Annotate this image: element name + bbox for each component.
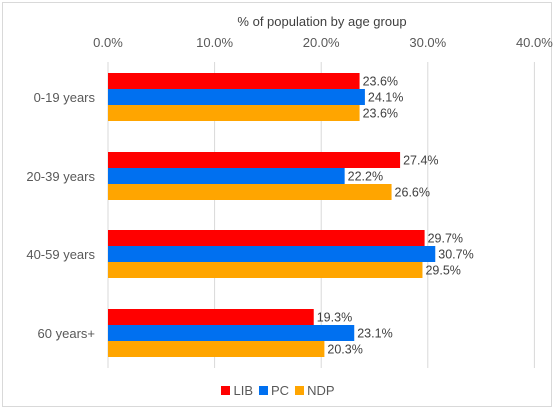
x-tick-label: 30.0% [409,35,446,50]
legend-item-lib: LIB [221,383,253,398]
data-label: 20.3% [327,343,362,357]
data-label: 30.7% [438,248,473,262]
legend-swatch [295,386,305,395]
bar-ndp [108,341,325,357]
bar-ndp [108,105,360,121]
legend-item-ndp: NDP [295,383,335,398]
data-label: 24.1% [368,91,403,105]
axis-title: % of population by age group [237,14,406,29]
legend-label: LIB [233,383,253,398]
category-label: 40-59 years [26,247,95,262]
data-label: 23.6% [363,75,398,89]
bars [108,73,436,357]
data-label: 23.6% [363,107,398,121]
bar-pc [108,168,345,184]
bar-ndp [108,184,392,200]
bar-pc [108,246,436,262]
legend: LIB PC NDP [0,383,556,398]
data-label: 27.4% [403,154,438,168]
x-tick-label: 40.0% [516,35,553,50]
data-label: 19.3% [317,311,352,325]
bar-lib [108,73,360,89]
bar-lib [108,230,425,246]
data-label: 29.5% [425,264,460,278]
legend-label: PC [271,383,290,398]
data-labels: 23.6% 24.1% 23.6% 27.4% 22.2% 26.6% 29.7% 30.7%… [317,75,474,357]
category-label: 20-39 years [26,169,95,184]
legend-label: NDP [307,383,335,398]
bar-ndp [108,262,423,278]
category-label: 0-19 years [34,90,96,105]
legend-swatch [259,386,268,395]
x-axis-ticks: 0.0% 10.0% 20.0% 30.0% 40.0% [93,35,553,50]
data-label: 29.7% [428,232,463,246]
data-label: 26.6% [395,186,430,200]
legend-swatch [221,386,231,395]
x-tick-label: 10.0% [196,35,233,50]
data-label: 22.2% [348,170,383,184]
bar-pc [108,325,355,341]
data-label: 23.1% [357,327,392,341]
bar-pc [108,89,365,105]
bar-lib [108,152,401,168]
x-tick-label: 20.0% [303,35,340,50]
category-labels: 0-19 years 20-39 years 40-59 years 60 years… [26,90,95,341]
category-label: 60 years+ [38,326,95,341]
bar-lib [108,309,314,325]
legend-item-pc: PC [259,383,289,398]
x-tick-label: 0.0% [93,35,123,50]
